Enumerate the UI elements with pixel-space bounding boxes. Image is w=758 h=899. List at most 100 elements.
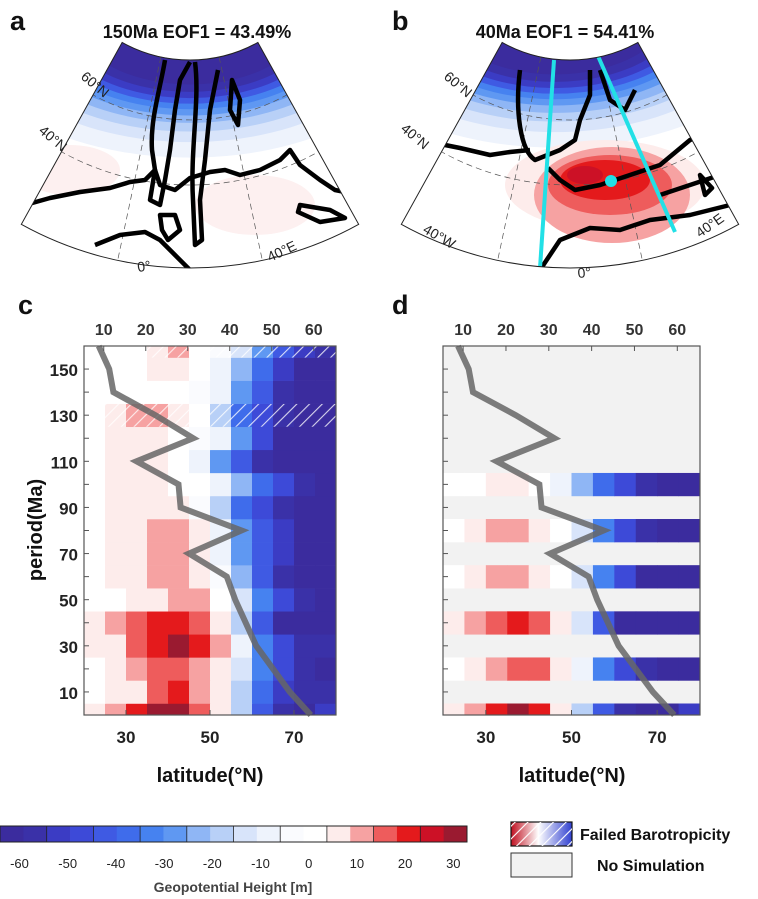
colorbar-frame bbox=[0, 825, 468, 843]
heatmap-cell bbox=[168, 680, 190, 704]
heatmap-cell bbox=[657, 472, 680, 497]
latitude-gridline bbox=[401, 42, 739, 121]
heatmap-cell bbox=[252, 472, 274, 497]
legend-no-sim-label: No Simulation bbox=[597, 858, 705, 875]
heatmap-cell bbox=[84, 449, 106, 474]
heatmap-cell bbox=[168, 565, 190, 589]
top-tick-label: 30 bbox=[540, 322, 558, 339]
x-tick-label: 70 bbox=[285, 728, 304, 747]
heatmap-cell bbox=[231, 380, 253, 404]
heatmap-cell bbox=[105, 634, 127, 658]
y-tick-label: 150 bbox=[50, 361, 78, 380]
heatmap-cell bbox=[294, 542, 316, 566]
map-b bbox=[400, 41, 740, 269]
coastline bbox=[538, 202, 731, 268]
heatmap-cell bbox=[168, 449, 190, 474]
colorbar-swatch bbox=[140, 826, 164, 842]
colorbar-swatch bbox=[46, 826, 71, 842]
heatmap-cell bbox=[126, 495, 148, 520]
heatmap-cell bbox=[614, 518, 637, 543]
y-tick-label: 50 bbox=[59, 592, 78, 611]
heatmap-cell bbox=[210, 634, 232, 658]
colorbar-swatch bbox=[326, 826, 351, 842]
heatmap-cell bbox=[210, 542, 232, 566]
heatmap-cell bbox=[168, 542, 190, 566]
legend: Failed Barotropicity No Simulation bbox=[510, 821, 730, 878]
y-tick-label: 30 bbox=[59, 638, 78, 657]
heatmap-cell bbox=[485, 565, 508, 589]
heatmap-cell bbox=[252, 703, 274, 716]
heatmap-cell bbox=[126, 588, 148, 612]
panel-d: 30 50 70 10 20 30 40 50 60 bbox=[442, 322, 701, 747]
heatmap-cell bbox=[464, 518, 487, 543]
heatmap-cell bbox=[231, 472, 253, 497]
heatmap-cell bbox=[464, 703, 487, 716]
longitude-gridline bbox=[106, 42, 191, 268]
heatmap-cell bbox=[614, 611, 637, 635]
panel-b: b 40Ma EOF1 = 54.41% 60°N 40°N 40°W 0° 4… bbox=[392, 6, 740, 281]
heatmap-cell bbox=[273, 542, 295, 566]
top-tick-label: 60 bbox=[668, 322, 686, 339]
heatmap-cell bbox=[592, 472, 615, 497]
colorbar-swatch bbox=[256, 826, 281, 842]
no-simulation-row bbox=[443, 380, 700, 404]
heatmap-cell bbox=[168, 518, 190, 543]
heatmap-cell bbox=[189, 357, 211, 381]
heatmap-cell bbox=[464, 565, 487, 589]
coastline bbox=[227, 77, 243, 128]
heatmap-cell bbox=[147, 634, 169, 658]
heatmap-cell bbox=[231, 657, 253, 681]
heatmap-cell bbox=[105, 680, 127, 704]
heatmap-cell bbox=[252, 357, 274, 381]
heatmap-cell bbox=[168, 703, 190, 716]
heatmap-cell bbox=[126, 565, 148, 589]
heatmap-cell bbox=[315, 542, 337, 566]
heatmap-cell bbox=[273, 472, 295, 497]
heatmap-cell bbox=[635, 472, 658, 497]
heatmap-cell bbox=[105, 542, 127, 566]
colorbar-swatch bbox=[303, 826, 328, 842]
heatmap-cell bbox=[273, 634, 295, 658]
heatmap-cell bbox=[678, 611, 701, 635]
heatmap-cell bbox=[252, 565, 274, 589]
colorbar-tick-label: 20 bbox=[398, 856, 412, 871]
map-a bbox=[20, 41, 360, 269]
heatmap-cell bbox=[550, 703, 572, 716]
colorbar: -60 -50 -40 -30 -20 -10 0 10 20 30 bbox=[0, 825, 468, 871]
y-tick-label: 10 bbox=[59, 684, 78, 703]
positive-anomaly-contour bbox=[195, 175, 315, 235]
heatmap-cell bbox=[105, 472, 127, 497]
heatmap-cell bbox=[315, 518, 337, 543]
heatmap-cell bbox=[443, 472, 465, 497]
panel-a: a 150Ma EOF1 = 43.49% 60°N 40°N 0° 40°E bbox=[10, 6, 360, 275]
heatmap-cell bbox=[571, 657, 594, 681]
map-field bbox=[401, 42, 739, 268]
heatmap-cell bbox=[189, 657, 211, 681]
heatmap-cell bbox=[105, 611, 127, 635]
heatmap-cell bbox=[147, 426, 169, 451]
heatmap-cell bbox=[252, 495, 274, 520]
top-tick-label: 60 bbox=[305, 322, 323, 339]
coastline bbox=[190, 61, 221, 248]
longitude-gridline bbox=[486, 42, 571, 268]
heatmap-cell bbox=[443, 703, 465, 716]
top-tick-label: 20 bbox=[137, 322, 155, 339]
coastline bbox=[295, 202, 348, 225]
heatmap-cell bbox=[147, 657, 169, 681]
map-frame bbox=[400, 41, 740, 269]
heatmap-cell bbox=[189, 611, 211, 635]
no-simulation-row bbox=[443, 403, 700, 427]
heatmap-cell bbox=[147, 518, 169, 543]
heatmap-cell bbox=[210, 680, 232, 704]
heatmap-cell bbox=[105, 426, 127, 451]
colorbar-tick-label: -20 bbox=[203, 856, 222, 871]
heatmap-cell bbox=[231, 426, 253, 451]
heatmap-cell bbox=[464, 611, 487, 635]
map-title-b: 40Ma EOF1 = 54.41% bbox=[476, 22, 655, 42]
heatmap-cell bbox=[485, 611, 508, 635]
heatmap-cell bbox=[147, 357, 169, 381]
heatmap-cell bbox=[231, 565, 253, 589]
longitude-gridline bbox=[569, 42, 654, 268]
heatmap-cell bbox=[126, 542, 148, 566]
